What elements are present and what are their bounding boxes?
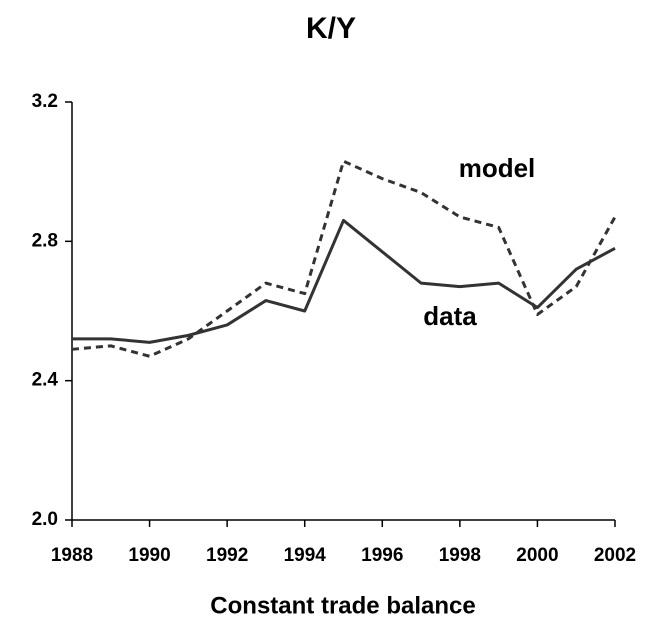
line-1 xyxy=(71,159,617,358)
x-axis-label: Constant trade balance xyxy=(210,592,475,619)
y-tick-label: 2.4 xyxy=(32,370,59,391)
y-tick-label: 2.0 xyxy=(32,509,58,530)
x-tick-label: 1998 xyxy=(439,545,481,566)
series-label: model xyxy=(459,153,536,183)
line-0 xyxy=(72,218,616,344)
x-tick-label: 1994 xyxy=(284,545,327,566)
x-tick-label: 1988 xyxy=(51,545,93,566)
x-tick-label: 1990 xyxy=(128,545,170,566)
y-tick-label: 2.8 xyxy=(32,230,58,251)
y-tick-label: 3.2 xyxy=(32,91,58,112)
x-tick-label: 1996 xyxy=(361,545,403,566)
x-tick-label: 2002 xyxy=(594,545,636,566)
x-tick-label: 2000 xyxy=(516,545,558,566)
chart-title: K/Y xyxy=(306,12,356,45)
series-label: data xyxy=(423,301,477,331)
x-tick-label: 1992 xyxy=(206,545,248,566)
